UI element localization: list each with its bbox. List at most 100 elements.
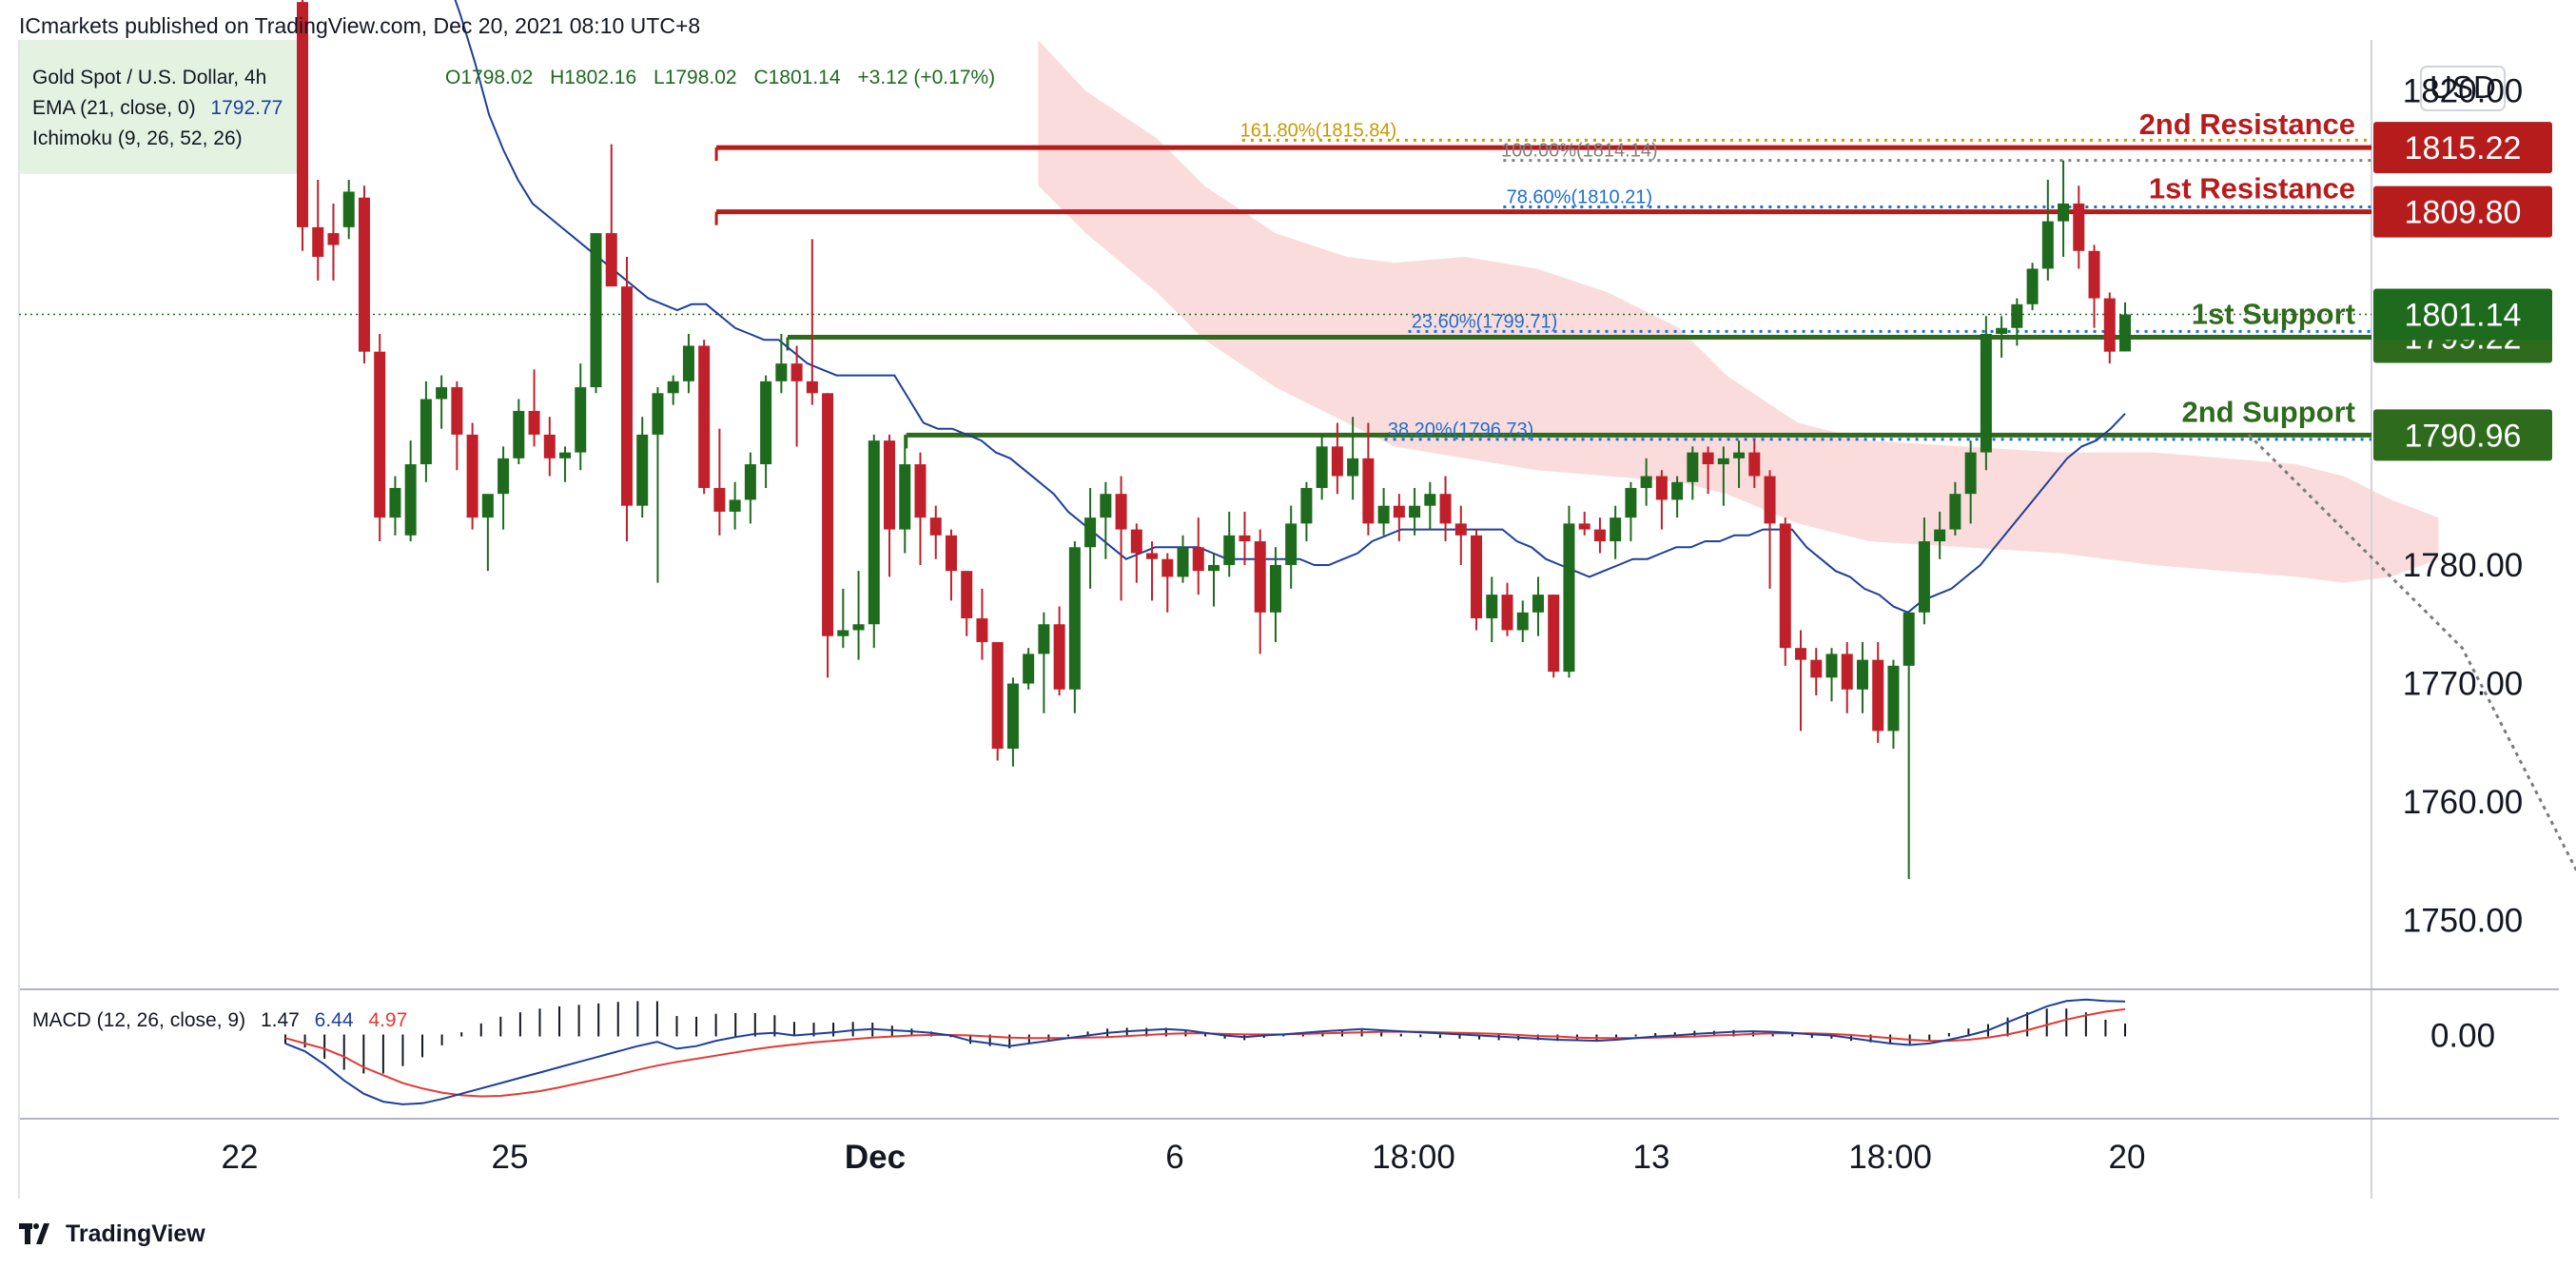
fib-label-2: 100.00%(1814.14) [1501,141,1658,162]
tradingview-brand[interactable]: TradingView [19,1220,205,1248]
candle-body-100 [1841,654,1853,690]
candle-body-26 [698,345,711,488]
candle-body-20 [605,233,617,287]
tradingview-logo-icon [19,1223,51,1244]
candle-body-90 [1687,452,1699,482]
candle-body-43 [961,571,973,619]
y-tick-3: 1760.00 [2403,784,2524,821]
candle-body-35 [837,630,849,636]
candle-body-93 [1733,452,1746,459]
candle-body-74 [1439,494,1452,524]
candle-body-17 [559,452,572,459]
candle-body-106 [1934,529,1946,542]
candle-body-29 [744,464,756,500]
ema-value: 1792.77 [210,97,283,119]
candle-body-54 [1130,529,1142,554]
candle-body-22 [636,434,649,506]
candle-body-92 [1717,458,1729,465]
last-price-value: 1801.14 [2405,298,2522,334]
candle-body-112 [2026,268,2039,304]
candle-body-76 [1471,535,1483,619]
ichimoku-legend[interactable]: Ichimoku (9, 26, 52, 26) [32,127,243,150]
fib-label-4: 23.60%(1799.71) [1412,311,1557,332]
x-tick-3: 6 [1165,1139,1183,1176]
candle-body-40 [914,464,927,518]
candle-body-8 [420,399,432,465]
candle-body-7 [404,464,417,536]
candle-body-81 [1548,595,1560,673]
candle-body-110 [1996,327,2008,334]
candle-body-96 [1779,523,1791,649]
candle-body-52 [1100,494,1112,518]
symbol-legend[interactable]: Gold Spot / U.S. Dollar, 4h [32,67,266,89]
macd-legend[interactable]: MACD (12, 26, close, 9) 1.47 6.44 4.97 [32,1009,407,1032]
y-tick-1: 1780.00 [2403,547,2524,584]
ema-line [454,0,2126,614]
candle-body-107 [1949,494,1961,530]
level-name-1: 2nd Resistance [2139,107,2355,141]
candle-body-88 [1655,476,1668,500]
candle-body-73 [1424,494,1436,506]
ema-legend[interactable]: EMA (21, close, 0) 1792.77 [32,97,283,120]
candle-body-19 [590,233,602,388]
candle-body-67 [1331,446,1343,477]
candle-body-5 [374,351,386,518]
macd-pane: 0.00 [284,998,2495,1105]
level-price-tag-2 [2373,185,2552,238]
brand-name: TradingView [65,1220,205,1247]
candle-body-66 [1316,446,1328,488]
candle-body-63 [1269,564,1281,613]
candle-body-44 [976,618,988,642]
macd-main-line [284,998,2126,1105]
x-tick-5: 13 [1633,1139,1670,1176]
candle-body-59 [1208,564,1220,572]
candle-body-34 [822,393,834,636]
time-axis: 22 25 Dec 6 18:00 13 18:00 20 [222,1139,2146,1176]
candle-body-23 [652,393,664,435]
candle-body-45 [991,641,1004,750]
change-value: +3.12 (+0.17%) [857,67,996,88]
candle-body-51 [1084,517,1097,548]
candle-body-68 [1347,458,1359,477]
level-name-3: 1st Support [2192,297,2355,330]
close-value: C1801.14 [753,67,841,88]
candle-body-56 [1161,558,1174,577]
ema-label: EMA (21, close, 0) [32,97,196,119]
candle-body-15 [528,410,540,435]
candle-body-2 [327,233,340,245]
candle-body-102 [1872,659,1884,732]
candle-body-84 [1593,529,1606,542]
candle-body-99 [1825,654,1838,678]
x-tick-0: 22 [222,1139,259,1176]
candle-body-10 [451,387,463,435]
candle-body-85 [1610,517,1622,542]
y-tick-4: 1750.00 [2403,903,2524,940]
candle-body-24 [667,381,679,394]
candle-body-12 [481,494,494,518]
candle-body-105 [1918,541,1930,613]
candle-body-32 [790,363,803,381]
high-value: H1802.16 [550,67,637,88]
candle-body-69 [1362,458,1375,524]
level-price-tag-4 [2373,409,2552,461]
candle-body-91 [1702,452,1714,465]
candle-body-31 [775,363,788,381]
x-tick-6: 18:00 [1848,1139,1932,1176]
candle-body-60 [1223,535,1236,565]
candle-body-11 [466,434,478,518]
candle-body-30 [760,381,772,465]
level-price-1: 1815.22 [2405,130,2522,166]
candle-body-111 [2011,303,2023,328]
last-price-tag [2373,288,2552,341]
candle-body-13 [498,458,510,495]
candle-body-118 [2119,314,2131,352]
ohlc-legend: O1798.02 H1802.16 L1798.02 C1801.14 +3.1… [445,67,1006,89]
fib-label-3: 78.60%(1810.21) [1507,187,1652,208]
cloud-bullish-left [19,40,301,174]
candle-body-21 [620,286,633,506]
candle-body-28 [729,499,741,512]
macd-signal-value: 4.97 [368,1009,408,1031]
candle-body-117 [2103,298,2116,352]
